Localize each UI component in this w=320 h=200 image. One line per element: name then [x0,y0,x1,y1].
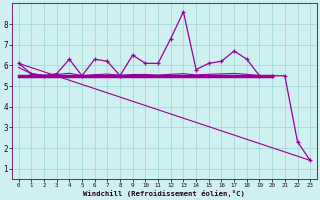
X-axis label: Windchill (Refroidissement éolien,°C): Windchill (Refroidissement éolien,°C) [84,190,245,197]
